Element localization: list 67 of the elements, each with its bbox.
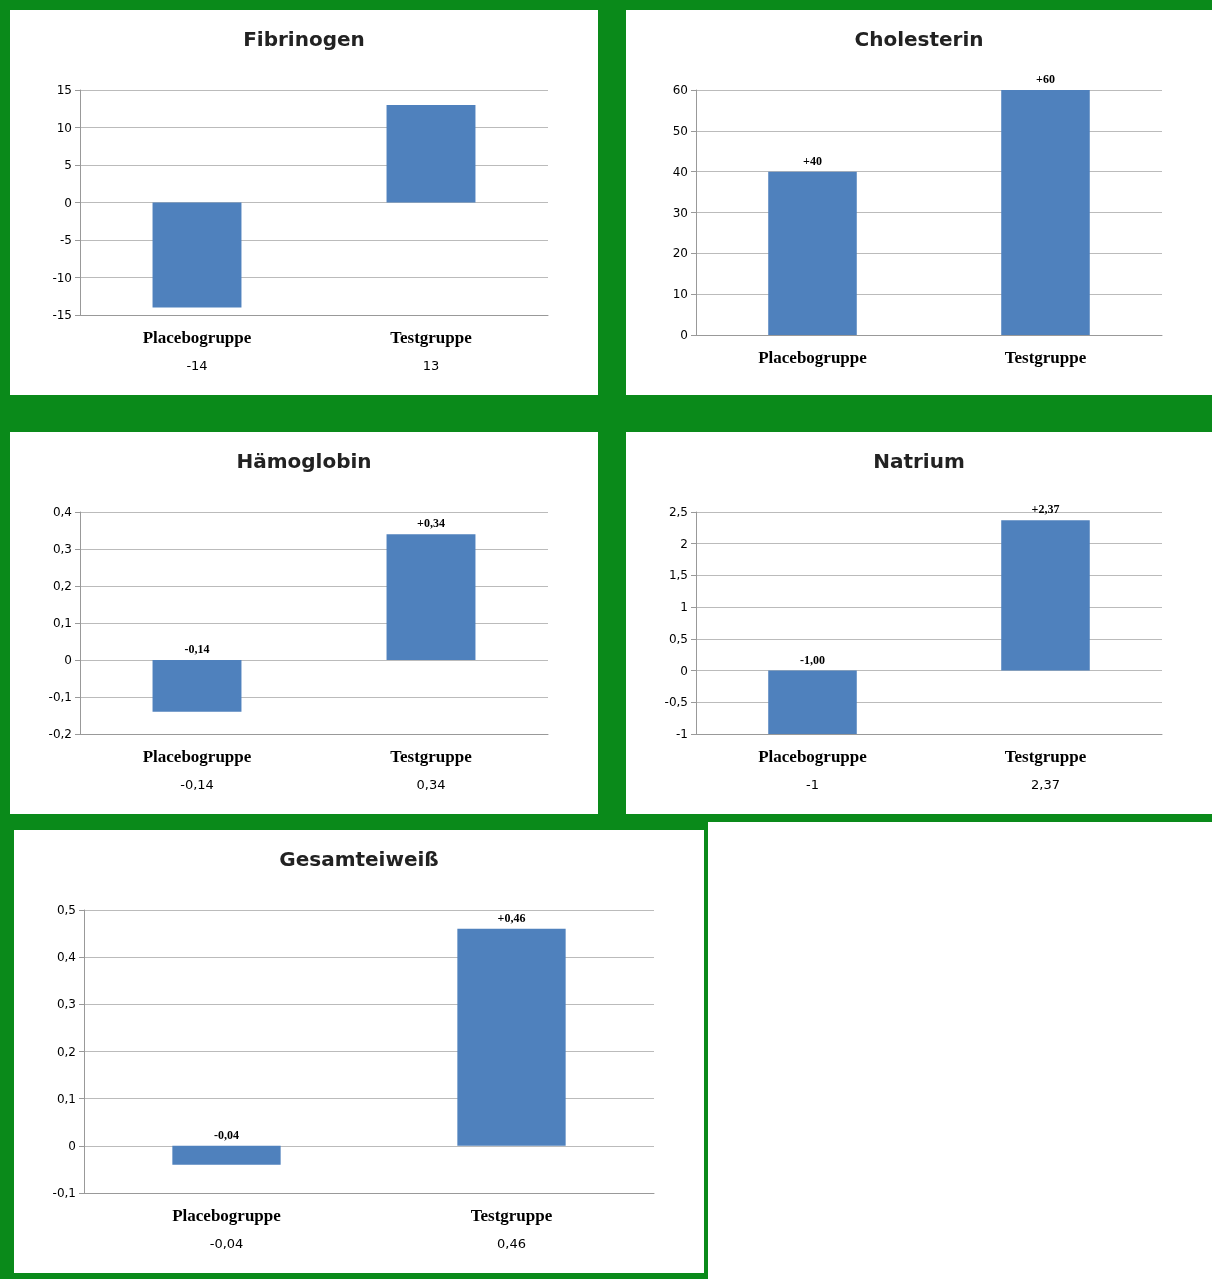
x-tick-label: Testgruppe [1004, 348, 1087, 367]
chart-title: Natrium [873, 449, 965, 473]
y-tick-label: -0,1 [52, 1186, 76, 1200]
y-tick-label: 10 [56, 120, 72, 135]
y-tick-label: -0,5 [664, 695, 688, 710]
y-tick-label: -15 [52, 308, 72, 322]
y-tick-label: 0,3 [52, 542, 72, 556]
x-tick-label: Placebogruppe [758, 348, 868, 367]
data-label: -1,00 [800, 652, 825, 667]
y-tick-label: 0 [64, 653, 72, 667]
y-tick-label: 0,2 [52, 579, 72, 593]
data-label: +2,37 [1031, 502, 1060, 517]
data-label: +0,34 [417, 516, 445, 531]
data-label: +40 [803, 153, 822, 168]
x-tick-label: Placebogruppe [142, 328, 252, 347]
text: -14 [186, 357, 208, 373]
data-label: +0,46 [497, 910, 526, 925]
y-tick-label: 0,2 [56, 1044, 76, 1059]
x-tick-label: Testgruppe [470, 1206, 553, 1225]
y-tick-label: 1 [680, 600, 688, 615]
text: -0,04 [209, 1235, 244, 1251]
x-tick-label: Testgruppe [390, 747, 473, 766]
x-tick-label: Placebogruppe [758, 747, 868, 766]
y-tick-label: 0 [64, 195, 72, 210]
chart-title: Hämoglobin [236, 449, 372, 473]
x-tick-label: Testgruppe [390, 328, 473, 347]
chart-title: Cholesterin [854, 27, 984, 51]
y-tick-label: -0,2 [48, 727, 72, 741]
y-tick-label: 30 [672, 205, 688, 220]
y-tick-label: 0,5 [668, 631, 688, 646]
data-label: +60 [1036, 72, 1055, 86]
y-tick-label: 0,5 [56, 903, 76, 917]
y-tick-label: 0,1 [52, 616, 72, 630]
x-tick-label: Testgruppe [1004, 747, 1087, 766]
y-tick-label: -5 [60, 233, 72, 247]
y-tick-label: 10 [672, 287, 688, 302]
x-tick-label: Placebogruppe [172, 1206, 282, 1225]
y-tick-label: 0,4 [52, 505, 72, 519]
y-tick-label: 15 [56, 83, 72, 97]
text: 0,46 [497, 1235, 526, 1251]
data-label: -0,04 [214, 1127, 239, 1142]
y-tick-label: 0 [680, 328, 688, 342]
x-tick-label: Placebogruppe [142, 747, 252, 766]
y-tick-label: 0 [680, 663, 688, 678]
text: -1 [806, 776, 819, 792]
y-tick-label: 20 [672, 246, 688, 261]
y-tick-label: 0 [68, 1138, 76, 1153]
y-tick-label: 0,3 [56, 997, 76, 1012]
chart-title: Fibrinogen [243, 27, 365, 51]
text: -0,14 [180, 776, 214, 792]
data-label: -0,14 [184, 642, 210, 656]
y-tick-label: 2,5 [668, 505, 688, 519]
y-tick-label: -0,1 [48, 690, 72, 704]
y-tick-label: 1,5 [668, 568, 688, 583]
y-tick-label: -10 [52, 270, 72, 285]
y-tick-label: 2 [680, 536, 688, 551]
text: 0,34 [416, 776, 446, 792]
y-tick-label: 0,4 [56, 950, 76, 965]
y-tick-label: 60 [672, 83, 688, 97]
text: 2,37 [1031, 776, 1060, 792]
y-tick-label: 50 [672, 123, 688, 138]
y-tick-label: -1 [676, 727, 688, 741]
y-tick-label: 0,1 [56, 1091, 76, 1106]
chart-title: Gesamteiweiß [279, 847, 439, 871]
y-tick-label: 5 [64, 158, 72, 172]
y-tick-label: 40 [672, 164, 688, 179]
text: 13 [422, 357, 440, 373]
